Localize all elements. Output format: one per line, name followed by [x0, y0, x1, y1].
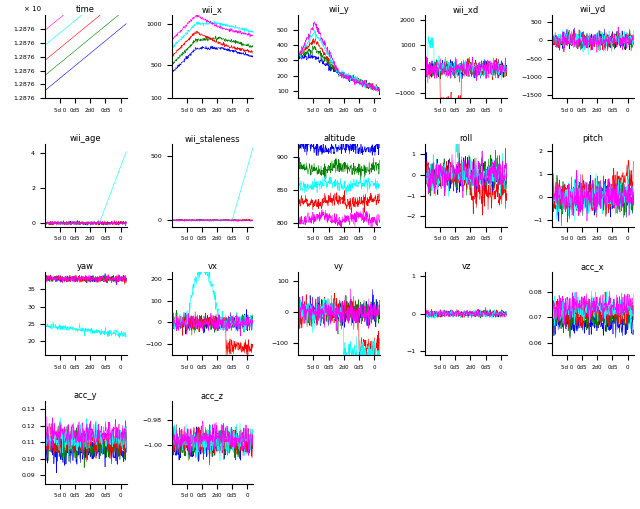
Title: vy: vy: [334, 263, 344, 271]
Title: wii_y: wii_y: [329, 6, 349, 14]
Title: wii_yd: wii_yd: [580, 6, 606, 14]
Title: wii_xd: wii_xd: [453, 6, 479, 14]
Title: vx: vx: [207, 263, 218, 271]
Text: × 10: × 10: [24, 6, 42, 12]
Title: roll: roll: [460, 134, 472, 143]
Title: wii_age: wii_age: [70, 134, 102, 143]
Title: pitch: pitch: [582, 134, 604, 143]
Title: acc_x: acc_x: [581, 263, 605, 271]
Title: acc_z: acc_z: [201, 391, 224, 400]
Title: time: time: [76, 6, 95, 14]
Title: yaw: yaw: [77, 263, 94, 271]
Title: vz: vz: [461, 263, 470, 271]
Title: wii_staleness: wii_staleness: [184, 134, 240, 143]
Title: wii_x: wii_x: [202, 6, 223, 14]
Title: altitude: altitude: [323, 134, 355, 143]
Title: acc_y: acc_y: [74, 391, 97, 400]
